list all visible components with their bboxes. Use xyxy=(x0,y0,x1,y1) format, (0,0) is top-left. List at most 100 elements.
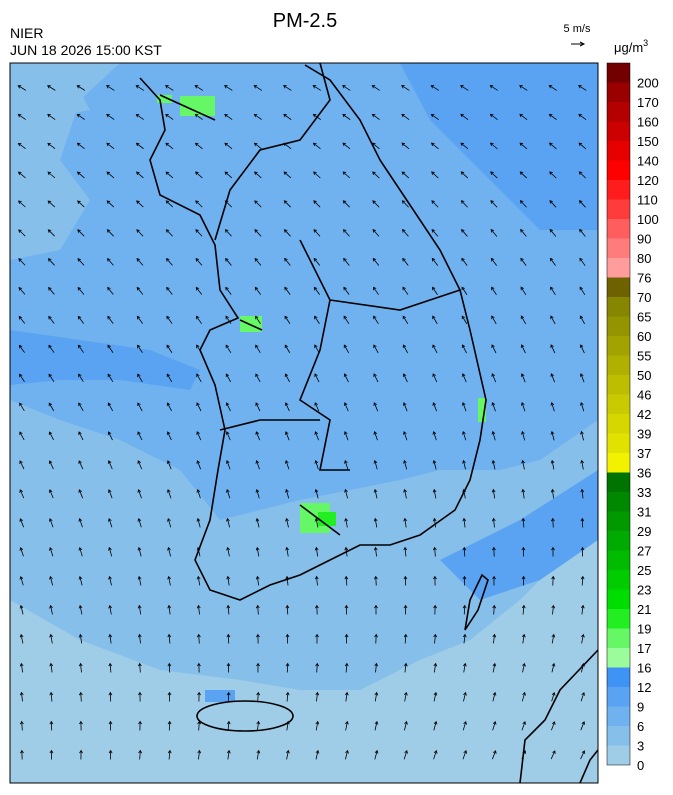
wind-arrow xyxy=(225,460,231,470)
wind-arrow xyxy=(78,546,83,557)
wind-arrow xyxy=(433,691,438,702)
color-swatch xyxy=(607,706,630,726)
wind-arrow xyxy=(78,518,83,528)
wind-arrow xyxy=(343,373,349,383)
level-label: 37 xyxy=(637,446,651,461)
color-swatch xyxy=(607,648,630,668)
wind-arrow xyxy=(460,113,469,120)
wind-arrow xyxy=(550,401,555,412)
wind-arrow xyxy=(106,142,115,150)
level-label: 36 xyxy=(637,466,651,481)
wind-arrow xyxy=(550,488,555,499)
wind-arrow xyxy=(76,171,85,179)
wind-arrow xyxy=(491,344,497,354)
wind-arrow xyxy=(137,517,142,528)
wind-arrow xyxy=(78,373,84,383)
wind-arrow xyxy=(549,257,556,266)
wind-arrow xyxy=(283,113,292,120)
wind-arrow xyxy=(521,633,526,644)
wind-arrow xyxy=(344,691,349,702)
wind-arrow xyxy=(226,662,231,673)
wind-arrow xyxy=(315,720,320,731)
wind-arrow xyxy=(519,142,528,150)
color-swatch xyxy=(607,394,630,414)
wind-arrow xyxy=(461,286,468,295)
wind-arrow xyxy=(580,750,586,760)
wind-arrow xyxy=(19,547,24,557)
wind-arrow xyxy=(76,142,85,150)
wind-vectors xyxy=(17,85,587,760)
wind-arrow xyxy=(166,315,173,324)
wind-arrow xyxy=(283,142,292,150)
wind-arrow xyxy=(431,171,439,179)
level-label: 60 xyxy=(637,329,651,344)
wind-arrow xyxy=(315,749,320,760)
wind-arrow xyxy=(254,286,262,295)
color-swatch xyxy=(607,726,630,746)
wind-arrow xyxy=(255,604,260,615)
wind-arrow xyxy=(78,691,83,702)
wind-arrow xyxy=(344,604,349,615)
wind-arrow xyxy=(224,142,233,150)
wind-arrow xyxy=(520,315,527,325)
color-swatch xyxy=(607,375,630,395)
color-swatch xyxy=(607,277,630,297)
colorbar: 0369121617192123252729313336373942465055… xyxy=(606,62,659,773)
wind-arrow xyxy=(373,517,378,528)
wind-arrow xyxy=(461,228,468,237)
wind-arrow xyxy=(48,286,55,295)
wind-arrow xyxy=(49,575,54,586)
unit: μg/m3 xyxy=(614,38,648,55)
wind-arrow xyxy=(226,488,231,499)
level-label: 46 xyxy=(637,388,651,403)
wind-arrow xyxy=(255,575,260,586)
wind-arrow xyxy=(226,691,231,702)
wind-arrow xyxy=(313,200,321,208)
wind-arrow xyxy=(550,286,556,296)
wind-arrow xyxy=(492,575,496,586)
wind-arrow xyxy=(431,229,439,237)
wind-arrow xyxy=(226,749,231,760)
wind-arrow xyxy=(551,546,555,557)
wind-arrow xyxy=(432,546,437,557)
level-label: 9 xyxy=(637,700,644,715)
wind-arrow xyxy=(462,604,467,615)
wind-arrow xyxy=(194,142,203,150)
wind-arrow xyxy=(373,344,379,354)
level-label: 33 xyxy=(637,485,651,500)
wind-arrow xyxy=(402,229,409,237)
wind-arrow xyxy=(521,546,526,557)
wind-arrow xyxy=(580,488,585,499)
wind-arrow xyxy=(107,460,113,470)
wind-arrow xyxy=(549,200,557,208)
wind-arrow xyxy=(373,546,378,557)
wind-arrow xyxy=(48,373,55,382)
wind-arrow xyxy=(196,402,202,412)
wind-arrow xyxy=(344,633,349,644)
wind-arrow xyxy=(137,575,142,586)
wind-arrow xyxy=(285,691,290,702)
wind-arrow xyxy=(225,373,232,383)
wind-arrow xyxy=(403,662,408,673)
wind-arrow xyxy=(342,142,351,150)
wind-arrow xyxy=(342,85,351,91)
wind-arrow xyxy=(373,315,379,325)
wind-arrow xyxy=(167,604,172,615)
wind-arrow xyxy=(432,373,438,383)
wind-arrow xyxy=(550,315,556,325)
wind-arrow xyxy=(17,171,26,179)
wind-arrow xyxy=(462,633,467,644)
wind-arrow xyxy=(226,517,231,528)
wind-arrow xyxy=(403,749,408,760)
wind-arrow xyxy=(19,402,25,412)
wind-arrow xyxy=(343,344,350,354)
wind-arrow xyxy=(403,546,408,557)
wind-arrow xyxy=(49,633,53,644)
wind-arrow xyxy=(165,200,174,208)
level-label: 42 xyxy=(637,407,651,422)
wind-arrow xyxy=(343,315,350,325)
wind-arrow xyxy=(256,749,261,760)
wind-arrow xyxy=(135,113,144,120)
wind-arrow xyxy=(521,691,526,702)
wind-arrow xyxy=(402,286,409,295)
